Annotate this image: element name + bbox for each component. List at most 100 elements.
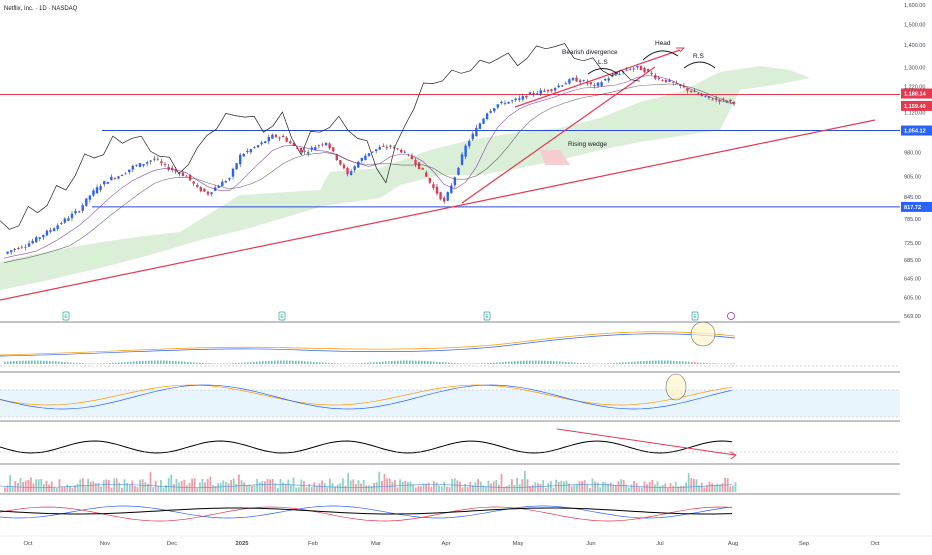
macd-hist-bar bbox=[409, 360, 411, 364]
candle-body bbox=[428, 177, 432, 183]
volume-bar bbox=[443, 481, 446, 492]
volume-bar bbox=[362, 479, 365, 492]
macd-hist-bar bbox=[145, 360, 147, 364]
macd-hist-bar bbox=[595, 363, 597, 364]
candle-body bbox=[306, 152, 310, 154]
volume-bar bbox=[391, 481, 394, 492]
macd-hist-bar bbox=[157, 360, 159, 364]
macd-hist-bar bbox=[391, 361, 393, 364]
volume-bar bbox=[425, 483, 427, 492]
candle-body bbox=[181, 172, 185, 177]
macd-hist-bar bbox=[502, 362, 504, 364]
macd-hist-bar bbox=[286, 360, 288, 364]
candle-body bbox=[485, 113, 489, 119]
volume-bar bbox=[347, 473, 349, 492]
macd-hist-bar bbox=[241, 362, 243, 364]
earnings-marker-label: E bbox=[280, 314, 284, 320]
stoch-highlight bbox=[665, 373, 687, 401]
candle-body bbox=[217, 185, 220, 189]
volume-bar bbox=[118, 482, 121, 492]
macd-hist-bar bbox=[601, 363, 603, 364]
candle-body bbox=[568, 79, 571, 84]
volume-bar bbox=[586, 483, 589, 492]
volume-bar bbox=[368, 485, 370, 492]
macd-hist-bar bbox=[247, 362, 249, 364]
macd-hist-bar bbox=[646, 360, 648, 364]
macd-hist-bar bbox=[445, 362, 447, 364]
candle-body bbox=[238, 154, 242, 165]
volume-bar bbox=[625, 484, 628, 492]
volume-bar bbox=[700, 482, 703, 492]
macd-hist-bar bbox=[109, 363, 111, 364]
candle-body bbox=[188, 174, 192, 181]
volume-bar bbox=[282, 482, 284, 492]
volume-bar bbox=[352, 479, 355, 492]
candle-body bbox=[457, 167, 460, 175]
candle-body bbox=[221, 181, 224, 187]
volume-bar bbox=[134, 486, 136, 492]
volume-bar bbox=[183, 479, 186, 492]
candle-body bbox=[668, 80, 671, 82]
macd-hist-bar bbox=[586, 363, 588, 364]
volume-bar bbox=[92, 481, 95, 492]
candle-body bbox=[432, 184, 435, 189]
volume-bar bbox=[225, 481, 227, 492]
candle-body bbox=[600, 82, 603, 86]
macd-hist-bar bbox=[427, 361, 429, 364]
candle-body bbox=[56, 225, 59, 229]
candle-body bbox=[317, 145, 321, 147]
macd-hist-bar bbox=[298, 360, 300, 364]
macd-hist-bar bbox=[532, 360, 534, 364]
candle-body bbox=[446, 192, 449, 201]
shoulder-arc-left bbox=[587, 68, 619, 75]
macd-hist-bar bbox=[625, 362, 627, 364]
volume-bar bbox=[349, 480, 352, 492]
candle-body bbox=[578, 80, 582, 83]
volume-bar bbox=[508, 484, 511, 492]
candle-body bbox=[228, 178, 231, 180]
candle-body bbox=[704, 95, 707, 97]
time-axis-label: Sep bbox=[799, 541, 809, 547]
candle-body bbox=[392, 146, 396, 148]
volume-bar bbox=[165, 485, 167, 492]
macd-hist-bar bbox=[274, 360, 276, 364]
volume-bar bbox=[258, 482, 261, 492]
volume-bar bbox=[6, 485, 9, 492]
volume-bar bbox=[378, 471, 381, 492]
macd-hist-bar bbox=[43, 360, 45, 364]
macd-hist-bar bbox=[7, 361, 9, 364]
candle-body bbox=[42, 234, 45, 238]
macd-hist-bar bbox=[52, 361, 54, 364]
macd-hist-bar bbox=[229, 363, 231, 364]
macd-hist-bar bbox=[466, 363, 468, 364]
volume-bar bbox=[232, 478, 235, 492]
volume-bar bbox=[334, 486, 336, 492]
earnings-marker-label: E bbox=[485, 314, 489, 320]
macd-hist-bar bbox=[355, 363, 357, 364]
candle-body bbox=[450, 185, 453, 193]
price-axis-label: 1,500.00 bbox=[904, 22, 925, 28]
macd-hist-bar bbox=[538, 360, 540, 364]
volume-bar bbox=[526, 479, 529, 492]
macd-hist-bar bbox=[217, 363, 219, 364]
time-axis-label: 2025 bbox=[236, 541, 250, 547]
stoch-d bbox=[0, 384, 733, 410]
volume-bar bbox=[56, 487, 58, 492]
volume-bar bbox=[149, 472, 152, 492]
candle-body bbox=[253, 146, 256, 148]
volume-bar bbox=[53, 487, 56, 492]
volume-bar bbox=[492, 481, 495, 492]
macd-hist-bar bbox=[97, 363, 99, 364]
volume-bar bbox=[240, 480, 243, 492]
candle-body bbox=[403, 151, 406, 153]
volume-bar bbox=[30, 477, 32, 492]
candle-body bbox=[117, 176, 120, 179]
volume-bar bbox=[108, 479, 110, 492]
time-axis-label: Jun bbox=[586, 541, 595, 547]
candle-body bbox=[357, 161, 360, 168]
candle-body bbox=[63, 218, 67, 223]
macd-hist-bar bbox=[724, 363, 726, 364]
volume-bar bbox=[412, 484, 414, 492]
